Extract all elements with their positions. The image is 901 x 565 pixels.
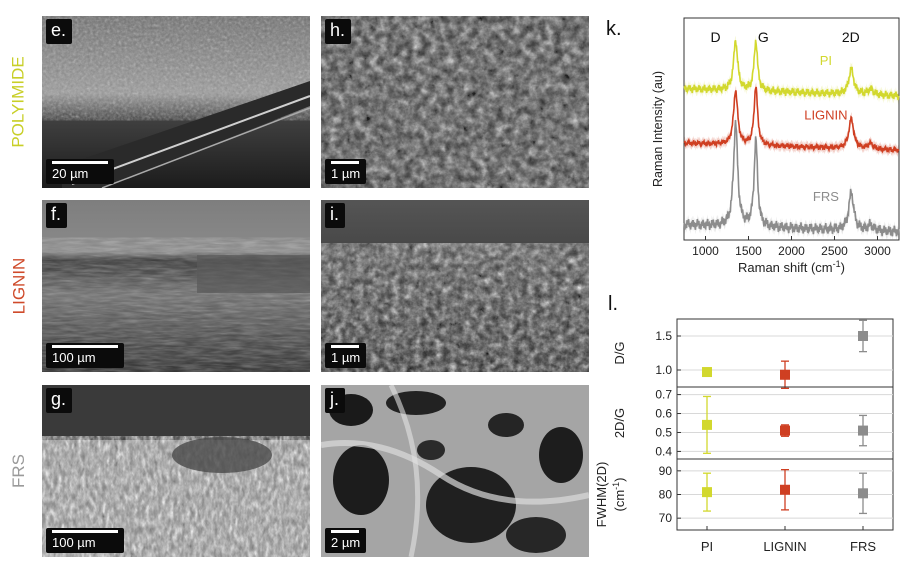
ratio-y-axis-label: FWHM(2D): [594, 462, 609, 528]
raman-spectra-chart: 1000 1500 2000 2500 3000 Raman shift (cm-1) Ra…: [651, 17, 900, 275]
scale-bar-h: 1 µm: [325, 159, 367, 184]
panel-label-f: f.: [46, 203, 68, 228]
raman-series-line: [683, 86, 900, 154]
ratio-point: [858, 425, 868, 436]
ratio-point: [858, 331, 868, 341]
ratio-y-tick-label: 0.6: [655, 407, 672, 421]
sem-panel-f: f. 100 µm: [42, 200, 310, 372]
scale-bar-line: [331, 161, 359, 164]
panel-label-l: l.: [608, 293, 618, 315]
scale-bar-i: 1 µm: [325, 343, 367, 368]
ratio-point: [702, 487, 712, 498]
ratio-y-axis-label: 2D/G: [612, 408, 627, 438]
ratio-y-tick-label: 1.0: [655, 363, 672, 377]
ratio-y-axis-label-unit: (cm-1): [611, 477, 627, 511]
scale-bar-text: 100 µm: [52, 350, 96, 365]
ratio-x-tick-label: FRS: [850, 539, 876, 554]
raman-peak-label: G: [758, 29, 769, 45]
row-label-text: FRS: [9, 454, 28, 488]
row-label-text: POLYIMIDE: [9, 56, 29, 148]
sem-panel-e: e. 20 µm: [42, 16, 310, 188]
ratio-point: [780, 425, 790, 436]
ratio-point: [702, 419, 712, 430]
scale-bar-j: 2 µm: [325, 528, 367, 553]
sem-panel-g: g. 100 µm: [42, 385, 310, 557]
raman-x-tick-label: 2000: [778, 244, 805, 258]
ratio-x-tick-label: PI: [701, 539, 713, 554]
raman-series-label: PI: [820, 53, 832, 68]
ratio-chart: 1.0 1.5 D/G 0.4 0.5 0.6 0.7 2D/G 70 80 90 FWHM(2D)(…: [594, 318, 894, 554]
panel-label-e: e.: [46, 19, 73, 44]
raman-x-axis-label: Raman shift (cm-1): [738, 259, 845, 275]
ratio-point: [780, 484, 790, 495]
ratio-y-tick-label: 70: [659, 511, 673, 525]
raman-series-label: FRS: [813, 189, 839, 204]
scale-bar-g: 100 µm: [46, 528, 124, 553]
raman-peak-label: D: [711, 29, 721, 45]
raman-y-axis-label: Raman Intensity (au): [651, 71, 665, 187]
ratio-point: [702, 367, 712, 378]
ratio-y-tick-label: 80: [659, 488, 673, 502]
raman-x-tick-label: 2500: [821, 244, 848, 258]
row-label-lignin: LIGNIN: [0, 200, 38, 372]
scale-bar-text: 20 µm: [52, 166, 89, 181]
row-label-polyimide: POLYIMIDE: [0, 16, 38, 188]
scale-bar-line: [52, 161, 108, 164]
sem-panel-i: i. 1 µm: [321, 200, 589, 372]
panel-label-j: j.: [325, 388, 345, 413]
scale-bar-line: [52, 345, 118, 348]
sem-image-j: [321, 385, 589, 557]
scale-bar-f: 100 µm: [46, 343, 124, 368]
ratio-y-tick-label: 0.4: [655, 444, 672, 458]
ratio-y-tick-label: 90: [659, 464, 673, 478]
ratio-y-tick-label: 0.7: [655, 388, 672, 402]
row-label-text: LIGNIN: [9, 257, 28, 315]
panel-label-i: i.: [325, 203, 345, 228]
raman-peak-label: 2D: [842, 29, 860, 45]
scale-bar-e: 20 µm: [46, 159, 114, 184]
scale-bar-text: 1 µm: [331, 350, 361, 365]
ratio-point: [858, 488, 868, 499]
scale-bar-line: [331, 530, 359, 533]
scale-bar-line: [331, 345, 359, 348]
panel-label-g: g.: [46, 388, 73, 413]
raman-series-label: LIGNIN: [804, 107, 847, 122]
ratio-y-tick-label: 0.5: [655, 425, 672, 439]
sem-panel-j: j. 2 µm: [321, 385, 589, 557]
scale-bar-text: 1 µm: [331, 166, 361, 181]
raman-x-tick-label: 3000: [864, 244, 891, 258]
ratio-y-axis-label: D/G: [612, 341, 627, 364]
raman-series-band: [684, 35, 899, 105]
raman-x-tick-label: 1500: [735, 244, 762, 258]
sem-image-g: [42, 385, 310, 557]
panel-label-k: k.: [606, 18, 622, 40]
scale-bar-text: 2 µm: [331, 535, 361, 550]
raman-x-tick-label: 1000: [692, 244, 719, 258]
ratio-x-tick-label: LIGNIN: [763, 539, 806, 554]
raman-plot-frame: [683, 17, 900, 241]
ratio-point: [780, 369, 790, 380]
sem-image-f: [42, 200, 310, 372]
ratio-y-tick-label: 1.5: [655, 329, 672, 343]
scale-bar-line: [52, 530, 118, 533]
raman-series-line: [683, 119, 900, 237]
raman-series-line: [683, 39, 900, 101]
sem-panel-h: h. 1 µm: [321, 16, 589, 188]
scale-bar-text: 100 µm: [52, 535, 96, 550]
row-label-frs: FRS: [0, 385, 38, 557]
panel-label-h: h.: [325, 19, 352, 44]
